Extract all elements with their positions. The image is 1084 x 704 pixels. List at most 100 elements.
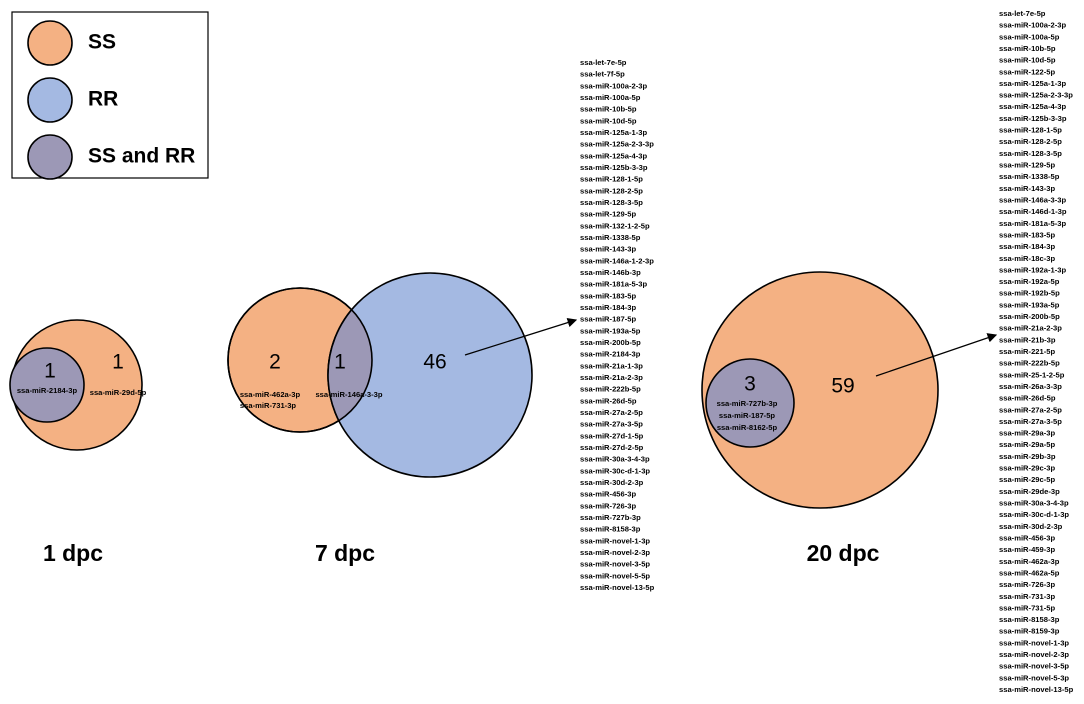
mirna-list-item: ssa-miR-193a-5p (580, 326, 641, 335)
mirna-label: ssa-miR-727b-3p (717, 399, 778, 408)
mirna-list-item: ssa-miR-100a-2-3p (999, 21, 1066, 30)
count: 3 (744, 373, 756, 396)
mirna-list-item: ssa-miR-29c-5p (999, 475, 1055, 484)
mirna-list-item: ssa-miR-187-5p (580, 315, 636, 324)
mirna-label: ssa-miR-731-3p (240, 401, 296, 410)
mirna-list-item: ssa-miR-21a-1-3p (580, 361, 643, 370)
overlap-circle (9, 347, 85, 423)
mirna-list-item: ssa-miR-146b-3p (580, 268, 641, 277)
mirna-list-item: ssa-miR-183-5p (580, 291, 636, 300)
mirna-list-item: ssa-miR-1338-5p (580, 233, 641, 242)
legend-swatch (27, 77, 73, 123)
mirna-list-item: ssa-miR-183-5p (999, 230, 1055, 239)
mirna-list-item: ssa-miR-459-3p (999, 545, 1055, 554)
mirna-list-item: ssa-miR-27a-3-5p (999, 417, 1062, 426)
mirna-list-item: ssa-miR-146a-1-2-3p (580, 256, 654, 265)
mirna-list-item: ssa-miR-novel-3-5p (999, 662, 1069, 671)
mirna-list-item: ssa-miR-222b-5p (580, 385, 641, 394)
mirna-label: ssa-miR-29d-5p (90, 388, 147, 397)
mirna-list-item: ssa-miR-184-3p (580, 303, 636, 312)
mirna-list-item: ssa-miR-10d-5p (999, 56, 1056, 65)
mirna-list-item: ssa-miR-129-5p (999, 161, 1055, 170)
mirna-list-item: ssa-miR-731-5p (999, 603, 1055, 612)
mirna-list-item: ssa-miR-200b-5p (999, 312, 1060, 321)
mirna-list-item: ssa-miR-125b-3-3p (999, 114, 1067, 123)
mirna-list-item: ssa-miR-30d-2-3p (999, 522, 1063, 531)
legend-swatch (27, 134, 73, 180)
mirna-label: ssa-miR-462a-3p (240, 390, 301, 399)
mirna-list-item: ssa-miR-27d-2-5p (580, 443, 644, 452)
mirna-list-item: ssa-miR-29a-3p (999, 429, 1055, 438)
count: 1 (334, 351, 346, 374)
mirna-list-item: ssa-miR-125a-2-3-3p (580, 140, 654, 149)
mirna-list-item: ssa-miR-125a-4-3p (580, 151, 647, 160)
mirna-list-item: ssa-miR-128-1-5p (999, 126, 1062, 135)
mirna-list-item: ssa-miR-30a-3-4-3p (580, 455, 650, 464)
overlap-region (327, 288, 372, 432)
count: 46 (423, 351, 446, 374)
mirna-list-item: ssa-miR-26d-5p (580, 396, 637, 405)
mirna-list-item: ssa-miR-8158-3p (580, 525, 641, 534)
legend-label: RR (88, 88, 118, 111)
mirna-list-item: ssa-miR-125a-1-3p (999, 79, 1066, 88)
mirna-list-item: ssa-let-7e-5p (999, 9, 1046, 18)
mirna-list-item: ssa-miR-10d-5p (580, 116, 637, 125)
mirna-list-item: ssa-miR-26a-3-3p (999, 382, 1062, 391)
mirna-list-item: ssa-miR-27a-2-5p (580, 408, 643, 417)
panel-title: 7 dpc (315, 540, 375, 566)
mirna-list-item: ssa-miR-novel-13-5p (580, 583, 655, 592)
mirna-list-item: ssa-miR-novel-13-5p (999, 685, 1074, 694)
legend-swatch (27, 20, 73, 66)
mirna-list-item: ssa-miR-122-5p (999, 67, 1055, 76)
mirna-list-item: ssa-miR-27d-1-5p (580, 431, 644, 440)
mirna-list-item: ssa-miR-726-3p (580, 501, 636, 510)
overlap-circle (705, 358, 795, 448)
mirna-list-item: ssa-miR-181a-5-3p (999, 219, 1066, 228)
mirna-label: ssa-miR-8162-5p (717, 423, 778, 432)
mirna-list-item: ssa-miR-146d-1-3p (999, 207, 1067, 216)
mirna-label: ssa-miR-2184-3p (17, 386, 78, 395)
mirna-list-item: ssa-miR-726-3p (999, 580, 1055, 589)
mirna-list-item: ssa-miR-125a-2-3-3p (999, 91, 1073, 100)
mirna-list-item: ssa-miR-8158-3p (999, 615, 1060, 624)
mirna-list-item: ssa-miR-novel-2-3p (999, 650, 1069, 659)
mirna-list-item: ssa-miR-21b-3p (999, 335, 1056, 344)
mirna-list-item: ssa-miR-27a-3-5p (580, 420, 643, 429)
mirna-list-item: ssa-miR-8159-3p (999, 627, 1060, 636)
mirna-list-item: ssa-miR-128-2-5p (999, 137, 1062, 146)
mirna-label: ssa-miR-187-5p (719, 411, 775, 420)
panel-title: 1 dpc (43, 540, 103, 566)
mirna-list-item: ssa-miR-128-3-5p (999, 149, 1062, 158)
mirna-list-item: ssa-miR-128-2-5p (580, 186, 643, 195)
mirna-list-item: ssa-miR-30d-2-3p (580, 478, 644, 487)
mirna-list-item: ssa-miR-novel-5-3p (999, 673, 1069, 682)
mirna-list-item: ssa-miR-30c-d-1-3p (580, 466, 650, 475)
mirna-list-item: ssa-miR-29a-5p (999, 440, 1055, 449)
mirna-list-item: ssa-miR-192b-5p (999, 289, 1060, 298)
mirna-list-item: ssa-miR-181a-5-3p (580, 280, 647, 289)
mirna-list-item: ssa-miR-100a-5p (999, 32, 1060, 41)
mirna-list-item: ssa-miR-100a-5p (580, 93, 641, 102)
mirna-list-item: ssa-miR-25-1-2-5p (999, 370, 1065, 379)
mirna-list-item: ssa-miR-novel-3-5p (580, 560, 650, 569)
mirna-list-item: ssa-miR-200b-5p (580, 338, 641, 347)
ss-circle (701, 271, 939, 509)
mirna-list-item: ssa-miR-192a-1-3p (999, 265, 1066, 274)
mirna-list-item: ssa-miR-30c-d-1-3p (999, 510, 1069, 519)
mirna-list-item: ssa-miR-18c-3p (999, 254, 1055, 263)
mirna-list-item: ssa-miR-132-1-2-5p (580, 221, 650, 230)
arrow (464, 317, 578, 356)
mirna-list-item: ssa-miR-125a-1-3p (580, 128, 647, 137)
mirna-list-item: ssa-miR-462a-5p (999, 568, 1060, 577)
mirna-list-item: ssa-miR-29b-3p (999, 452, 1056, 461)
count: 1 (44, 360, 56, 383)
mirna-list-item: ssa-miR-21a-2-3p (999, 324, 1062, 333)
mirna-list-item: ssa-miR-222b-5p (999, 359, 1060, 368)
mirna-list-item: ssa-miR-10b-5p (999, 44, 1056, 53)
mirna-list-item: ssa-miR-2184-3p (580, 350, 641, 359)
mirna-list-item: ssa-miR-128-1-5p (580, 175, 643, 184)
mirna-list-item: ssa-miR-727b-3p (580, 513, 641, 522)
mirna-list-item: ssa-let-7e-5p (580, 58, 627, 67)
